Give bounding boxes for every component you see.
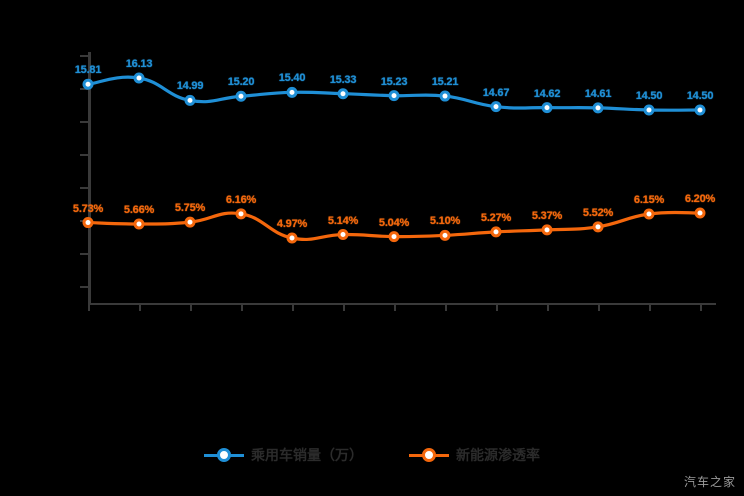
data-label: 6.20% <box>684 193 716 205</box>
data-point[interactable] <box>133 218 145 230</box>
data-label: 15.81 <box>74 64 102 77</box>
data-point[interactable] <box>490 226 502 238</box>
legend-item-passenger-sales[interactable]: 乘用车销量（万） <box>204 445 363 465</box>
data-point[interactable] <box>694 104 706 116</box>
legend-item-nev-penetration[interactable]: 新能源渗透率 <box>409 445 540 465</box>
data-label: 15.20 <box>227 76 255 89</box>
data-label: 4.97% <box>276 218 308 230</box>
legend-item-label: 新能源渗透率 <box>456 447 540 463</box>
data-label: 15.33 <box>329 73 357 86</box>
data-point[interactable] <box>337 88 349 100</box>
data-label: 5.75% <box>174 202 206 215</box>
data-label: 14.50 <box>686 90 714 102</box>
x-axis-tick <box>394 305 396 311</box>
data-label: 16.13 <box>125 58 153 70</box>
x-axis-tick <box>343 305 345 311</box>
circle-marker-icon <box>204 448 244 462</box>
y-axis-tick <box>80 55 88 57</box>
data-point[interactable] <box>643 104 655 116</box>
x-axis-tick <box>445 305 447 311</box>
x-axis-line <box>88 303 716 305</box>
data-label: 14.61 <box>584 87 612 100</box>
data-point[interactable] <box>133 72 145 84</box>
data-point[interactable] <box>388 90 400 102</box>
data-point[interactable] <box>541 102 553 114</box>
data-point[interactable] <box>82 217 94 229</box>
data-point[interactable] <box>694 207 706 219</box>
data-label: 5.66% <box>123 203 155 216</box>
y-axis-tick <box>80 154 88 156</box>
data-label: 14.50 <box>635 90 663 102</box>
x-axis-tick <box>88 305 90 311</box>
data-label: 5.10% <box>429 215 461 228</box>
data-label: 15.21 <box>431 76 459 89</box>
data-label: 15.40 <box>278 72 306 85</box>
y-axis-line <box>88 52 91 305</box>
x-axis-tick <box>649 305 651 311</box>
x-axis-tick <box>700 305 702 311</box>
data-point[interactable] <box>490 101 502 113</box>
circle-marker-icon <box>409 448 449 462</box>
data-label: 5.52% <box>582 206 614 219</box>
data-label: 14.67 <box>482 86 510 99</box>
data-point[interactable] <box>82 78 94 90</box>
data-point[interactable] <box>286 86 298 98</box>
data-label: 5.73% <box>72 202 104 215</box>
data-label: 14.99 <box>176 80 204 93</box>
data-point[interactable] <box>184 94 196 106</box>
series-points-passenger-sales <box>82 72 706 116</box>
x-axis-tick <box>241 305 243 311</box>
data-point[interactable] <box>592 102 604 114</box>
x-axis-tick <box>496 305 498 311</box>
chart-legend: 乘用车销量（万） 新能源渗透率 <box>0 440 744 470</box>
x-axis-tick <box>190 305 192 311</box>
data-point[interactable] <box>184 216 196 228</box>
x-axis-tick <box>292 305 294 311</box>
data-label: 14.62 <box>533 87 561 100</box>
y-axis-tick <box>80 286 88 288</box>
data-point[interactable] <box>388 231 400 243</box>
y-axis-tick <box>80 88 88 90</box>
data-point[interactable] <box>439 229 451 241</box>
watermark: 汽车之家 <box>683 475 736 489</box>
data-label: 5.04% <box>378 216 410 229</box>
data-label: 6.16% <box>225 193 257 206</box>
data-label: 5.37% <box>531 209 563 222</box>
data-label: 5.14% <box>327 214 359 227</box>
series-points-nev-penetration <box>82 207 706 244</box>
data-point[interactable] <box>439 90 451 102</box>
y-axis-tick <box>80 253 88 255</box>
data-point[interactable] <box>592 221 604 233</box>
legend-item-label: 乘用车销量（万） <box>251 447 363 463</box>
data-label: 5.27% <box>480 211 512 224</box>
data-point[interactable] <box>235 208 247 220</box>
data-point[interactable] <box>235 90 247 102</box>
x-axis-tick <box>139 305 141 311</box>
y-axis-tick <box>80 121 88 123</box>
data-point[interactable] <box>286 232 298 244</box>
x-axis-tick <box>598 305 600 311</box>
data-point[interactable] <box>643 208 655 220</box>
y-axis-tick <box>80 187 88 189</box>
data-point[interactable] <box>541 224 553 236</box>
x-axis-tick <box>547 305 549 311</box>
data-point[interactable] <box>337 229 349 241</box>
data-label: 6.15% <box>633 194 665 207</box>
data-label: 15.23 <box>380 75 408 88</box>
